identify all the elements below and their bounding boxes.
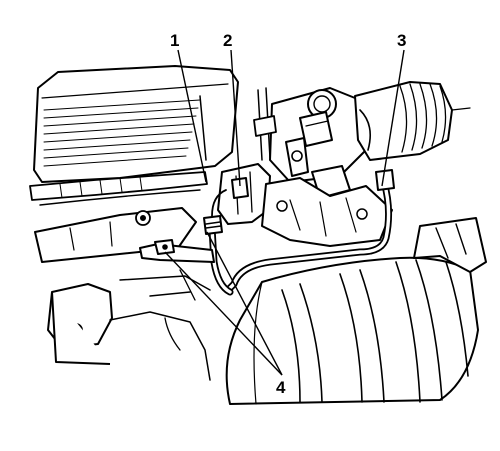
leader-line-4a [164, 251, 283, 376]
leader-line-4b [206, 231, 283, 376]
callout-label-3: 3 [397, 31, 406, 50]
lower-bracket [47, 283, 211, 381]
air-intake-duct [354, 81, 471, 161]
leader-lines [164, 49, 405, 376]
throttle-body [269, 87, 367, 199]
lower-structure [119, 269, 211, 301]
leader-line-3 [381, 49, 405, 187]
callout-label-2: 2 [223, 31, 232, 50]
callout-label-4: 4 [276, 378, 286, 397]
center-valve-body [217, 163, 271, 225]
callout-label-1: 1 [170, 31, 179, 50]
leader-line-2 [230, 49, 241, 187]
left-hose [29, 171, 208, 206]
engine-cover [33, 65, 239, 183]
intake-manifold-runners [225, 217, 487, 405]
leader-line-1 [177, 49, 207, 183]
center-rods [253, 87, 277, 161]
pipe-bracket [139, 239, 215, 263]
